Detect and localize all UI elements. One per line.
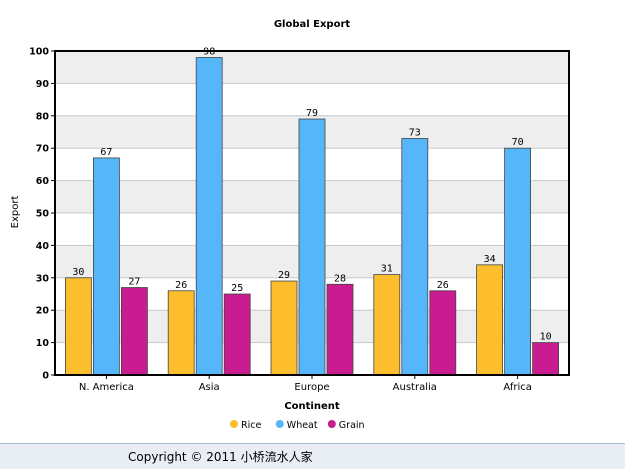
bar-rice-3	[373, 274, 401, 376]
legend-swatch-rice	[230, 420, 238, 428]
bar-rice-4	[476, 264, 504, 376]
x-tick-label: Europe	[294, 382, 329, 393]
y-tick-label: 90	[36, 79, 50, 90]
bar-value-label: 26	[437, 280, 449, 291]
x-tick-label: Asia	[199, 382, 220, 393]
bar-chart: Global Export 0 10 20 30 40 50 60 70 80 90 100 30 6…	[10, 19, 570, 431]
bar-wheat-4	[504, 147, 532, 376]
bar-value-label: 25	[231, 283, 243, 294]
bar-value-label: 29	[278, 270, 290, 281]
x-tick-label: N. America	[79, 382, 134, 393]
legend: Rice Wheat Grain	[230, 420, 365, 431]
bar-value-label: 70	[512, 137, 524, 148]
bar-value-label: 31	[381, 264, 393, 275]
bar-rice-2	[270, 280, 298, 376]
bar-value-label: 30	[72, 267, 84, 278]
plot-frame	[54, 50, 570, 376]
bar-grain-2	[326, 283, 354, 376]
bar-value-label: 67	[100, 147, 112, 158]
bar-value-label: 10	[540, 332, 552, 343]
legend-swatch-grain	[327, 420, 336, 428]
bar-value-label: 26	[175, 280, 187, 291]
bar-wheat-0	[93, 157, 120, 376]
x-axis-label: Continent	[284, 401, 340, 412]
x-tick-label: Africa	[503, 382, 532, 393]
y-tick-label: 70	[36, 144, 50, 155]
copyright-text: Copyright © 2011 小桥流水人家	[128, 450, 313, 464]
legend-label-wheat: Wheat	[287, 420, 318, 431]
legend-label-grain: Grain	[339, 420, 365, 431]
bar-grain-4	[532, 342, 559, 376]
y-axis-ticks: 0 10 20 30 40 50 60 70 80 90 100	[29, 47, 55, 382]
bar-grain-1	[223, 293, 251, 376]
y-tick-label: 50	[36, 209, 50, 220]
bar-rice-1	[167, 290, 195, 376]
bar-value-label: 34	[484, 254, 496, 265]
y-tick-label: 40	[36, 241, 50, 252]
bar-grain-0	[121, 287, 148, 376]
y-tick-label: 80	[36, 111, 50, 122]
y-tick-label: 30	[36, 273, 50, 284]
y-axis-label: Export	[10, 196, 21, 229]
x-tick-label: Australia	[393, 382, 437, 393]
bar-wheat-2	[298, 118, 326, 376]
legend-swatch-wheat	[275, 420, 284, 428]
bar-value-label: 27	[128, 277, 140, 288]
bar-value-label: 79	[306, 108, 318, 119]
bar-rice-0	[65, 277, 92, 376]
y-tick-label: 60	[36, 176, 50, 187]
bar-wheat-3	[401, 138, 429, 376]
bar-value-label: 28	[334, 273, 346, 284]
x-axis-ticks: N. America Asia Europe Australia Africa	[79, 375, 532, 393]
y-tick-label: 20	[36, 306, 50, 317]
bar-wheat-1	[195, 57, 223, 376]
y-tick-label: 10	[36, 338, 50, 349]
y-tick-label: 100	[29, 47, 49, 58]
chart-title: Global Export	[274, 19, 351, 30]
footer: Copyright © 2011 小桥流水人家	[0, 443, 625, 469]
bar-value-label: 73	[409, 127, 421, 138]
bar-grain-3	[429, 290, 457, 376]
y-tick-label: 0	[42, 371, 49, 382]
plot-band	[55, 51, 569, 84]
legend-label-rice: Rice	[241, 420, 261, 431]
